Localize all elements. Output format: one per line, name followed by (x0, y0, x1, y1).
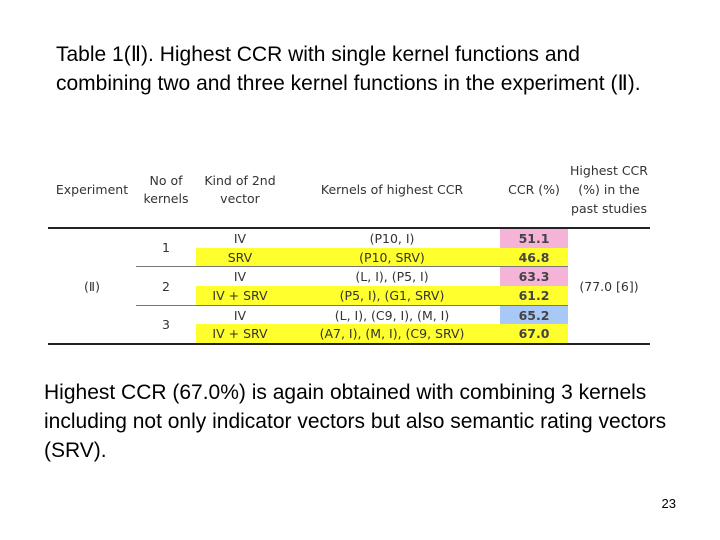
header-ccr: CCR (%) (508, 181, 560, 197)
kernels-cell: (P10, I) (369, 230, 415, 246)
header-experiment: Experiment (55, 181, 129, 197)
ccr-cell: 63.3 (500, 266, 568, 287)
header-num-kernels: No of kernels (143, 172, 189, 206)
num-kernels-cell: 1 (136, 228, 196, 268)
table-row: 3 IV (L, I), (C9, I), (M, I) 65.2 (48, 305, 650, 346)
kind-cell: SRV (196, 247, 284, 268)
table-row: IV + SRV (P5, I), (G1, SRV) 61.2 (48, 286, 650, 306)
results-table: Experiment No of kernels Kind of 2nd vec… (48, 152, 650, 346)
results-table-container: Experiment No of kernels Kind of 2nd vec… (48, 152, 650, 346)
ccr-cell: 51.1 (500, 228, 568, 248)
table-row: IV + SRV (A7, I), (M, I), (C9, SRV) 67.0 (48, 324, 650, 346)
table-row: 2 IV (L, I), (P5, I) 63.3 (48, 266, 650, 306)
kind-cell: IV + SRV (196, 286, 284, 306)
header-kind: Kind of 2nd vector (204, 172, 276, 206)
table-row: SRV (P10, SRV) 46.8 (48, 247, 650, 268)
kind-cell: IV (233, 269, 247, 285)
num-kernels-cell: 3 (136, 305, 196, 346)
ccr-cell: 61.2 (500, 286, 568, 306)
kernels-cell: (A7, I), (M, I), (C9, SRV) (284, 324, 500, 346)
table-row: (Ⅱ) 1 IV (P10, I) 51.1 (77.0 [6]) (48, 228, 650, 346)
past-ccr-cell: (77.0 [6]) (568, 228, 650, 346)
kernels-cell: (P5, I), (G1, SRV) (284, 286, 500, 306)
kind-cell: IV + SRV (196, 324, 284, 346)
kernels-cell: (L, I), (C9, I), (M, I) (334, 307, 450, 323)
kernels-cell: (P10, SRV) (284, 247, 500, 268)
table-header-row: Experiment No of kernels Kind of 2nd vec… (48, 152, 650, 228)
ccr-cell: 67.0 (500, 324, 568, 346)
header-kernels: Kernels of highest CCR (320, 181, 464, 197)
kind-cell: IV (233, 307, 247, 323)
slide-title: Table 1(Ⅱ). Highest CCR with single kern… (56, 43, 641, 95)
num-kernels-cell: 2 (136, 266, 196, 306)
experiment-cell: (Ⅱ) (48, 228, 136, 346)
summary-text: Highest CCR (67.0%) is again obtained wi… (44, 381, 667, 462)
page-number: 23 (661, 496, 676, 511)
header-past: Highest CCR (%) in the past studies (570, 163, 648, 216)
ccr-cell: 46.8 (500, 247, 568, 268)
kind-cell: IV (233, 230, 247, 246)
kernels-cell: (L, I), (P5, I) (355, 269, 429, 285)
ccr-cell: 65.2 (500, 305, 568, 325)
